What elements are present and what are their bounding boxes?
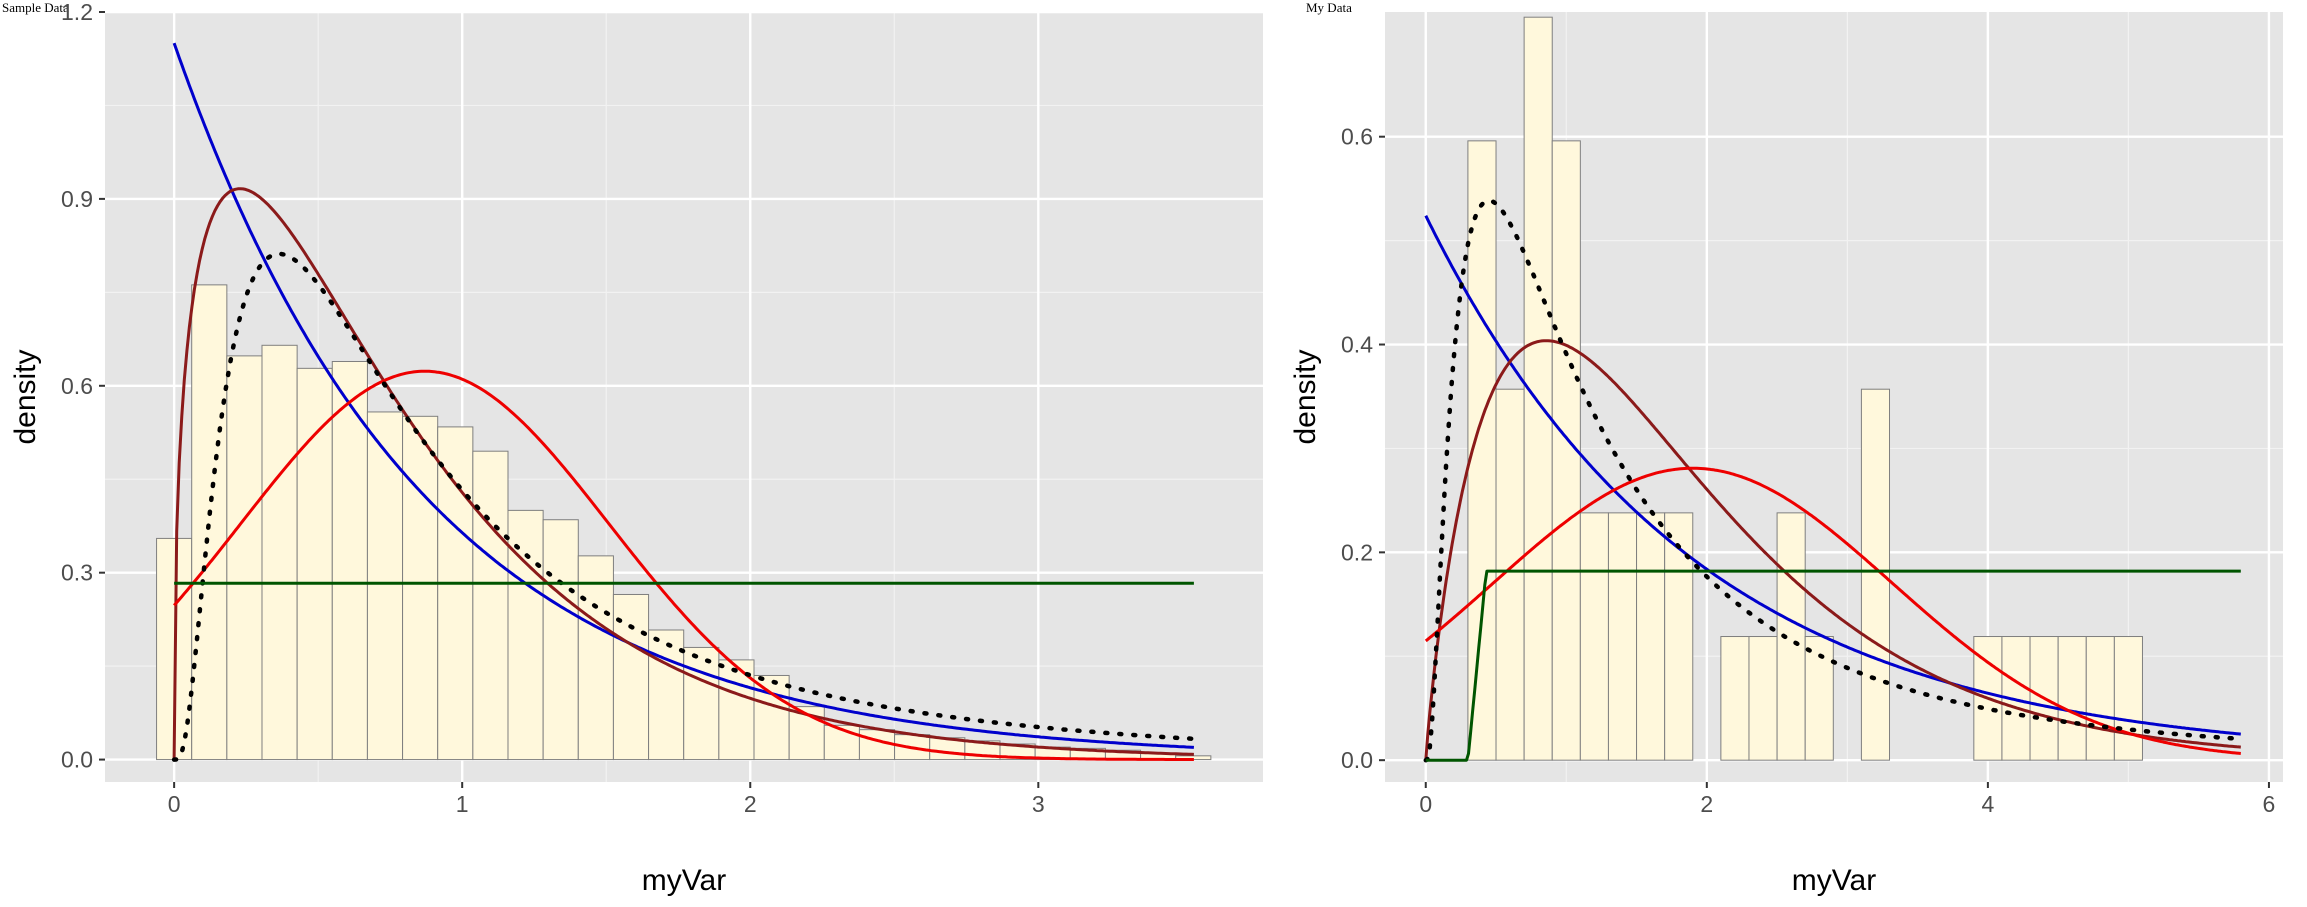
y-tick-label: 0.9 xyxy=(61,186,93,212)
histogram-bar xyxy=(472,450,509,761)
density-curve xyxy=(1424,339,2241,761)
y-tick-label: 0.0 xyxy=(61,747,93,773)
density-curve xyxy=(171,251,1197,762)
histogram-bar xyxy=(2113,636,2143,761)
x-tick-label: 0 xyxy=(168,791,181,817)
x-tick-label: 1 xyxy=(456,791,469,817)
x-tick-label: 3 xyxy=(1032,791,1045,817)
histogram-bar xyxy=(261,344,298,761)
histogram-bar xyxy=(542,519,579,761)
histogram-bar xyxy=(1860,388,1891,761)
y-tick-label: 0.0 xyxy=(1341,747,1373,773)
histogram-bar xyxy=(402,415,439,761)
y-tick-label: 0.3 xyxy=(61,560,93,586)
histogram-bar xyxy=(1748,636,1778,761)
histogram-bar xyxy=(296,367,333,761)
x-tick-label: 4 xyxy=(1981,791,1994,817)
density-curve xyxy=(1424,215,2241,736)
histogram-bar xyxy=(366,411,404,761)
chart-panel: 0 2 4 6 0.0 0.2 0.4 0.6 myVar density xyxy=(1289,12,2283,897)
x-tick-label: 2 xyxy=(1700,791,1713,817)
histogram-bar xyxy=(226,355,263,761)
density-curve xyxy=(1423,198,2244,763)
histogram-bar xyxy=(753,674,790,761)
y-axis-title: density xyxy=(9,349,42,444)
histogram-bar xyxy=(1776,512,1806,761)
y-tick-label: 0.4 xyxy=(1341,332,1373,358)
chart-title: My Data xyxy=(1306,0,1352,15)
histogram-bar xyxy=(1607,512,1638,761)
histogram-bar xyxy=(191,284,228,761)
x-tick-label: 2 xyxy=(744,791,757,817)
x-tick-label: 6 xyxy=(2263,791,2276,817)
histogram-bar xyxy=(1579,512,1609,761)
histogram-bar xyxy=(331,360,368,761)
histogram-bar xyxy=(437,426,474,761)
y-tick-label: 1.2 xyxy=(61,0,93,25)
histogram-bar xyxy=(1495,388,1525,761)
histogram-bar xyxy=(1636,512,1666,761)
histogram-bar xyxy=(577,555,614,761)
x-tick-label: 0 xyxy=(1419,791,1432,817)
density-curve xyxy=(172,369,1194,761)
histogram-bar xyxy=(683,646,720,761)
chart-title: Sample Data xyxy=(2,0,69,15)
density-curve xyxy=(172,42,1195,749)
x-axis-title: myVar xyxy=(1792,864,1876,897)
histogram-bar xyxy=(2057,636,2087,761)
y-tick-label: 0.6 xyxy=(1341,124,1373,150)
y-axis-title: density xyxy=(1289,349,1322,444)
histogram-bar xyxy=(1720,636,1750,761)
histogram-bar xyxy=(2085,636,2115,761)
chart-panel: 0 1 2 3 0.0 0.3 0.6 0.9 1.2 myVar density xyxy=(9,0,1263,897)
density-curve xyxy=(172,187,1194,760)
y-tick-label: 0.6 xyxy=(61,373,93,399)
y-tick-label: 0.2 xyxy=(1341,539,1373,565)
density-curve xyxy=(1425,569,2241,762)
histogram-bar xyxy=(507,509,544,761)
histogram-bar xyxy=(648,629,685,761)
x-axis-title: myVar xyxy=(642,864,726,897)
